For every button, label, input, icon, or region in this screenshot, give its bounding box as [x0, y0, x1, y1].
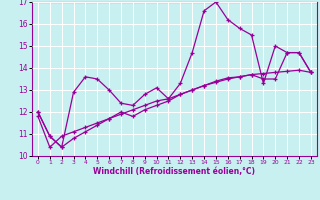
X-axis label: Windchill (Refroidissement éolien,°C): Windchill (Refroidissement éolien,°C)	[93, 167, 255, 176]
